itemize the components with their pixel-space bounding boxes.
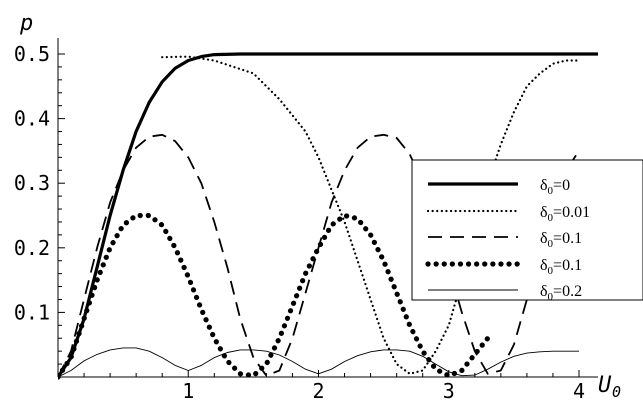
legend-label-5: δ0=0.2 <box>540 283 582 303</box>
series-line-2 <box>161 55 581 375</box>
series-line-3 <box>58 133 580 378</box>
y-tick-label: 0.3 <box>14 171 50 195</box>
series-line-5 <box>58 347 579 378</box>
legend: δ0=0 δ0=0.01 δ0=0.1 δ0=0.1 δ0=0.2 <box>411 159 643 303</box>
legend-label-4: δ0=0.1 <box>540 257 582 277</box>
legend-label-2: δ0=0.01 <box>540 204 590 224</box>
legend-label-1: δ0=0 <box>540 177 570 197</box>
y-tick-label: 0.1 <box>14 300 50 324</box>
x-tick-label: 4 <box>573 379 585 403</box>
axes <box>57 38 598 378</box>
x-axis-label: U <box>598 373 612 398</box>
x-tick-label: 3 <box>443 379 455 403</box>
y-axis-label: p <box>19 11 33 36</box>
series-layer <box>58 52 598 380</box>
x-tick-label: 2 <box>312 379 324 403</box>
x-tick-label: 1 <box>182 379 194 403</box>
x-axis-label-group: U 0 <box>598 373 621 401</box>
x-axis-label-sub: 0 <box>612 383 621 401</box>
legend-box <box>411 159 643 301</box>
ticks: 1 2 3 4 0.1 0.2 0.3 0.4 0.5 <box>14 42 585 403</box>
series-line-4 <box>58 212 491 380</box>
y-tick-label: 0.2 <box>14 236 50 260</box>
y-tick-label: 0.5 <box>14 42 50 66</box>
y-tick-label: 0.4 <box>14 107 50 131</box>
legend-label-3: δ0=0.1 <box>540 230 582 250</box>
